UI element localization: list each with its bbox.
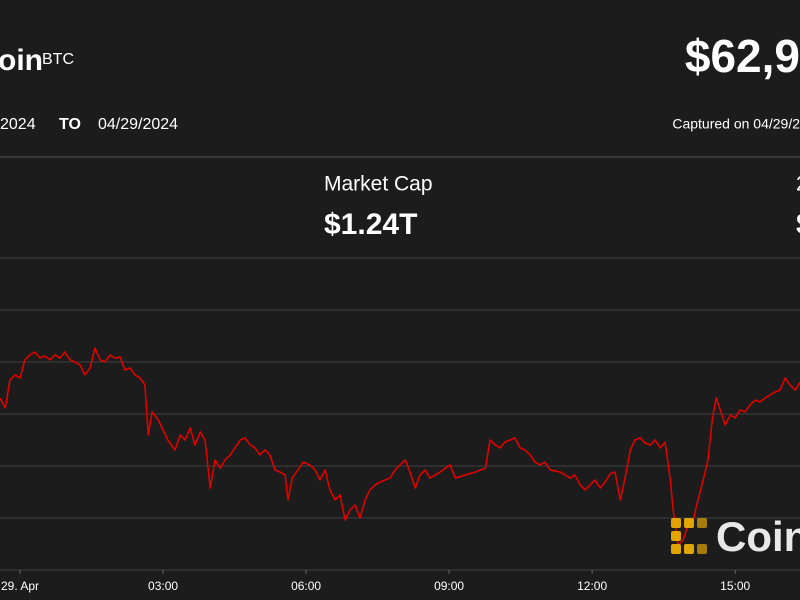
stat-label: 2: [796, 173, 800, 196]
x-tick-label: 09:00: [434, 579, 464, 593]
to-date: 04/29/2024: [98, 116, 178, 133]
x-tick-label: 03:00: [148, 579, 178, 593]
coin-name: oin: [0, 44, 43, 77]
stat-label: Market Cap: [324, 173, 433, 196]
coin-symbol: BTC: [42, 51, 74, 68]
stat-value: $1.24T: [324, 208, 417, 241]
captured: Captured on 04/29/2: [672, 116, 800, 132]
x-tick-label: 12:00: [577, 579, 607, 593]
from-date: 2024: [0, 116, 36, 133]
x-tick-label: 06:00: [291, 579, 321, 593]
watermark-logo: [671, 518, 707, 554]
to-label: TO: [59, 116, 81, 133]
stat-value: $: [796, 208, 800, 241]
watermark: Coin: [716, 513, 800, 560]
price: $62,9: [685, 30, 800, 82]
x-tick-label: 15:00: [720, 579, 750, 593]
x-tick-label: 29. Apr: [1, 579, 39, 593]
